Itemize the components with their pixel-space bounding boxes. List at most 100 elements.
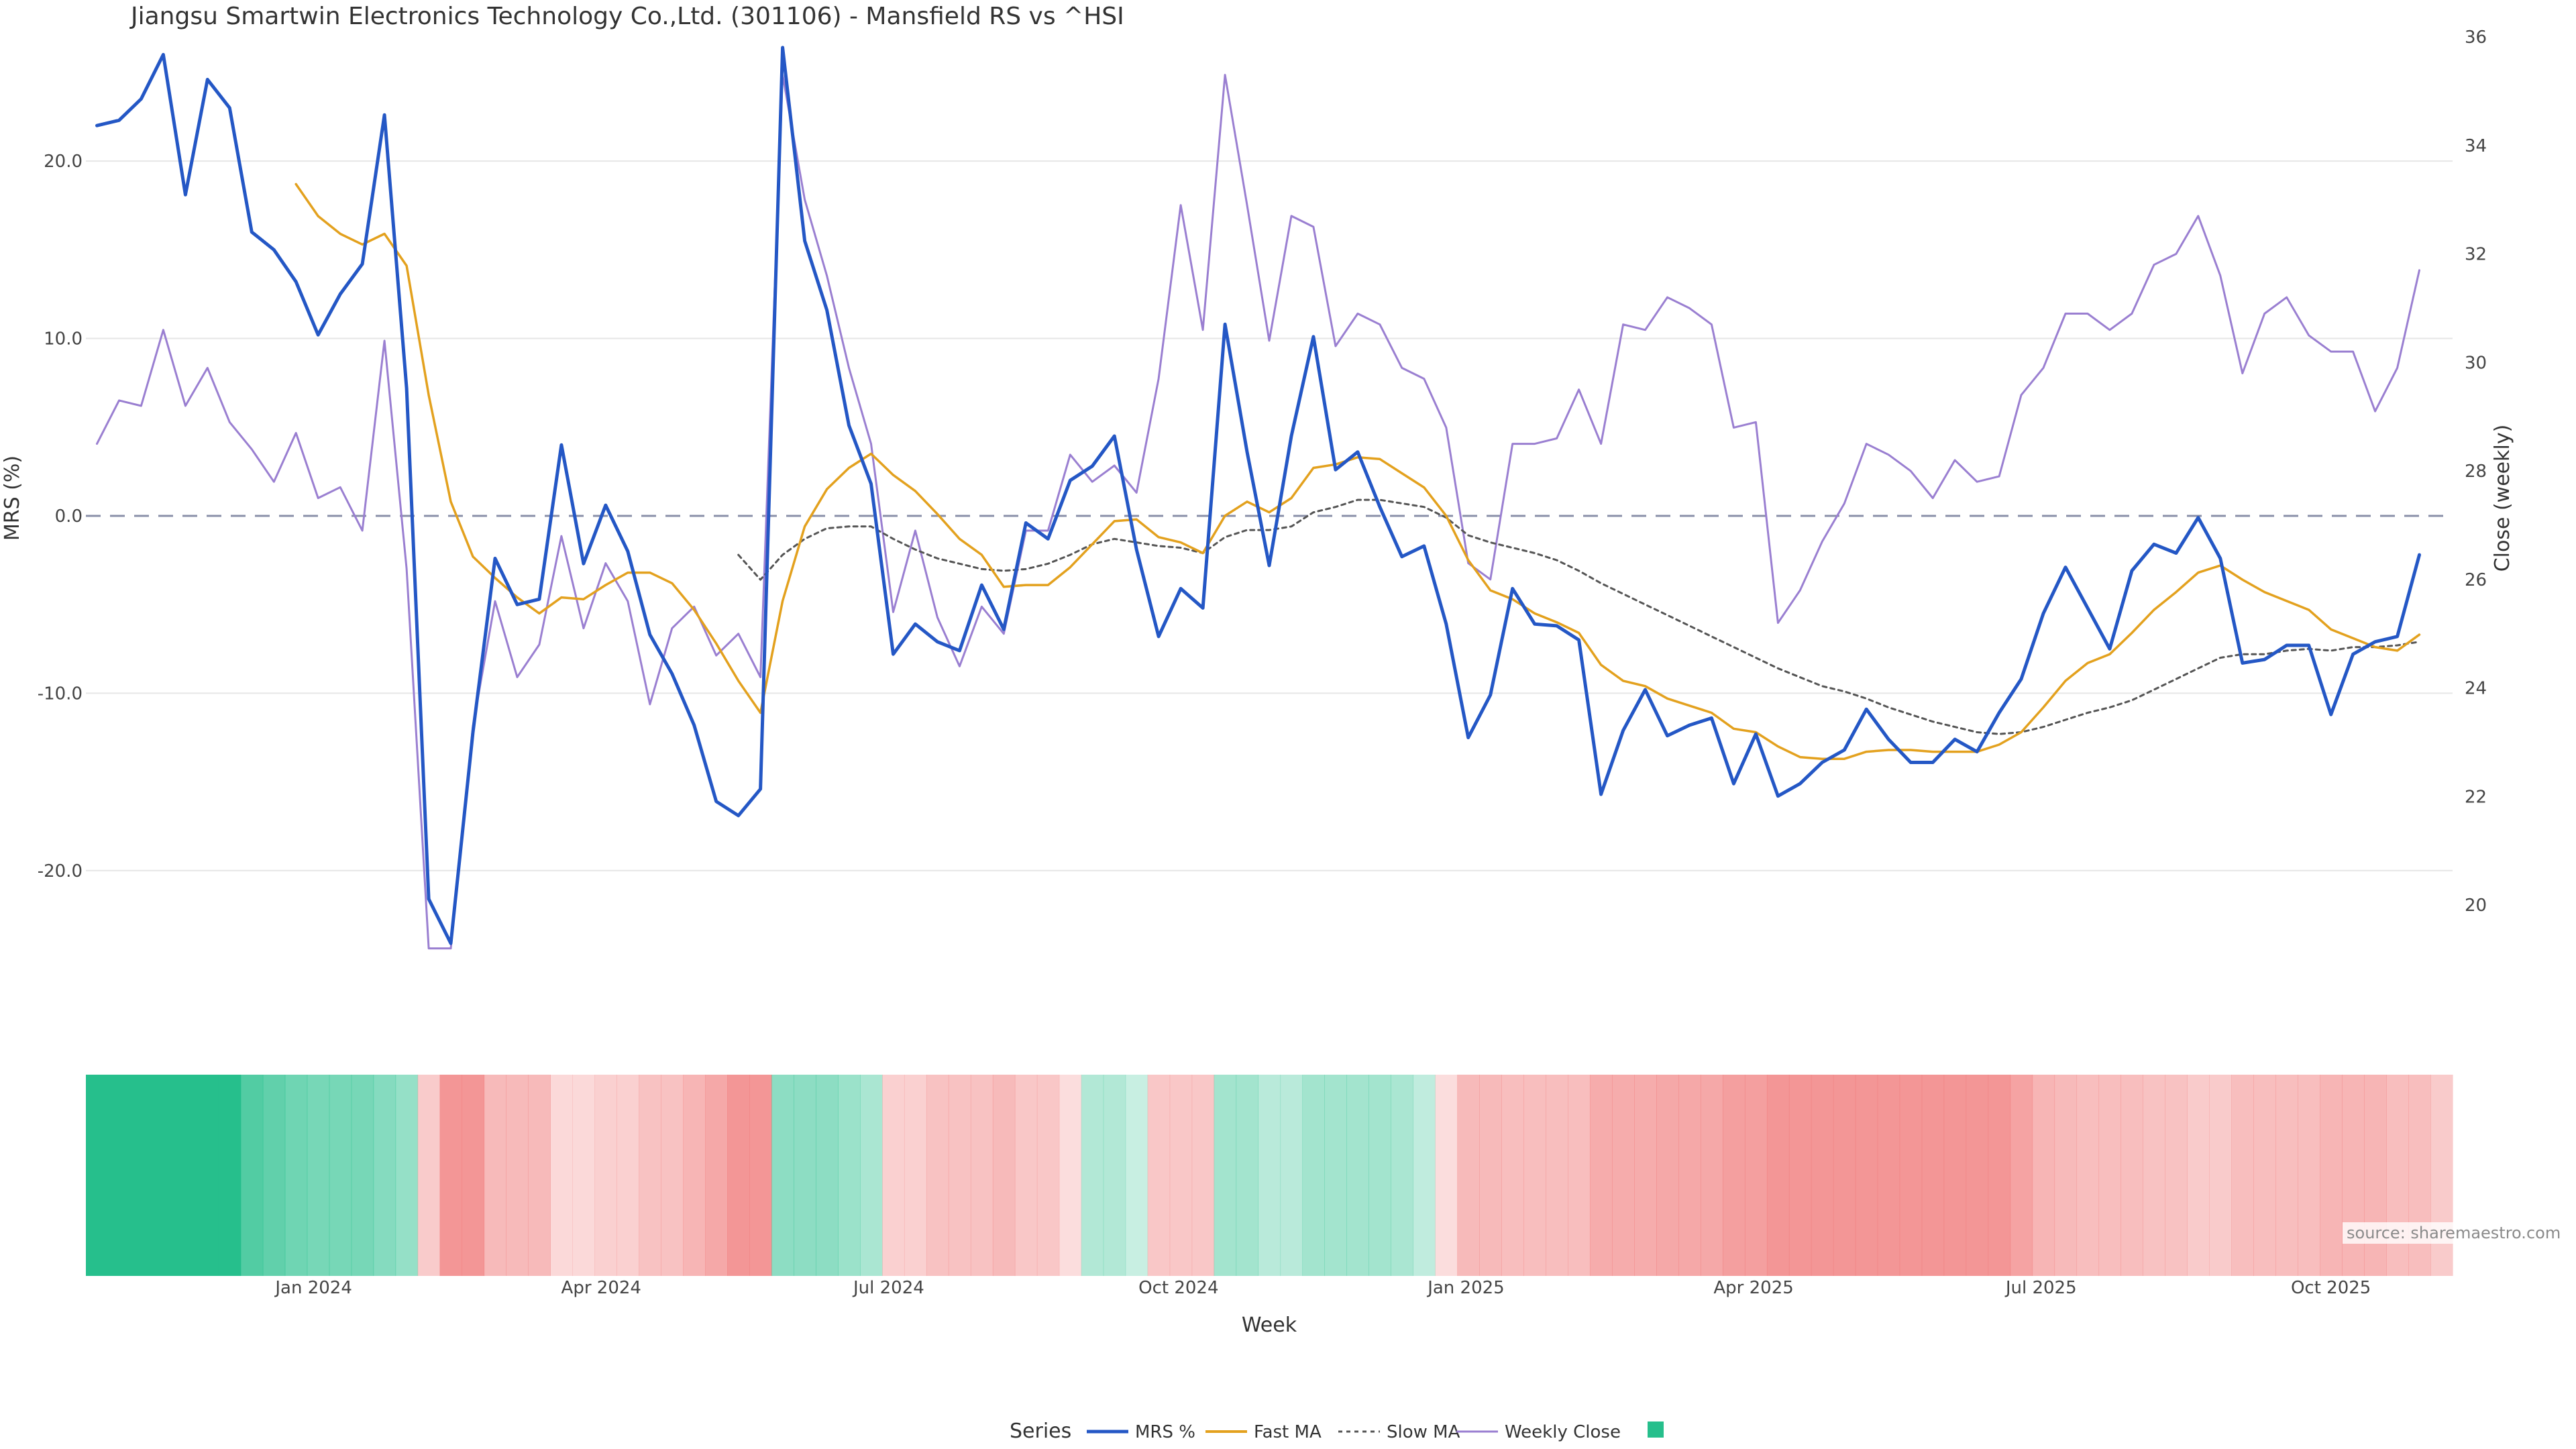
heatmap-cell xyxy=(1700,1075,1723,1276)
heatmap-cell xyxy=(926,1075,949,1276)
heatmap-cell xyxy=(174,1075,197,1276)
heatmap-cell xyxy=(838,1075,861,1276)
heatmap-cell xyxy=(2187,1075,2210,1276)
heatmap-cell xyxy=(2054,1075,2078,1276)
y-left-tick-label: -20.0 xyxy=(38,861,83,881)
heatmap-cell xyxy=(2076,1075,2100,1276)
y-left-tick-label: 10.0 xyxy=(44,329,83,350)
legend: Series MRS % Fast MA Slow MA Weekly Close xyxy=(1010,1419,1664,1443)
y-right-tick-label: 20 xyxy=(2465,896,2487,916)
heatmap-cell xyxy=(1966,1075,1989,1276)
heatmap-cell xyxy=(1302,1075,1326,1276)
series-lines xyxy=(95,46,2421,950)
legend-item-weekly-close-label: Weekly Close xyxy=(1505,1422,1621,1442)
heatmap-cell xyxy=(2121,1075,2143,1276)
chart-title: Jiangsu Smartwin Electronics Technology … xyxy=(131,3,1124,30)
heatmap-cell xyxy=(1568,1075,1591,1276)
heatmap-cell xyxy=(196,1075,219,1276)
heatmap-cell xyxy=(351,1075,374,1276)
heatmap-cell xyxy=(373,1075,396,1276)
heatmap-cell xyxy=(484,1075,507,1276)
heatmap-cell xyxy=(1501,1075,1524,1276)
heatmap-cell xyxy=(1722,1075,1746,1276)
x-tick-label: Oct 2024 xyxy=(1138,1278,1218,1298)
heatmap-cell xyxy=(1368,1075,1391,1276)
heatmap-cell xyxy=(1036,1075,1060,1276)
legend-item-fast-ma-label: Fast MA xyxy=(1254,1422,1322,1442)
heatmap-cell xyxy=(1169,1075,1193,1276)
y-right-tick-label: 32 xyxy=(2465,245,2487,265)
heatmap-cell xyxy=(1656,1075,1679,1276)
heatmap-cell xyxy=(594,1075,617,1276)
heatmap-cell xyxy=(528,1075,551,1276)
heatmap-cell xyxy=(1479,1075,1502,1276)
heatmap-cell xyxy=(1546,1075,1568,1276)
heatmap-cell xyxy=(705,1075,728,1276)
heatmap-cell xyxy=(970,1075,994,1276)
heatmap-cell xyxy=(1391,1075,1413,1276)
x-tick-label: Jan 2025 xyxy=(1426,1278,1505,1298)
heatmap-cell xyxy=(1988,1075,2011,1276)
heatmap-cell xyxy=(417,1075,441,1276)
heatmap-cell xyxy=(2165,1075,2188,1276)
y-right-tick-label: 24 xyxy=(2465,679,2487,699)
heatmap-cell xyxy=(816,1075,839,1276)
heatmap-cell xyxy=(2320,1075,2343,1276)
heatmap-cell xyxy=(1855,1075,1878,1276)
heatmap-cell xyxy=(2231,1075,2254,1276)
heatmap-cell xyxy=(2275,1075,2298,1276)
heatmap-cell xyxy=(550,1075,573,1276)
y-left-tick-label: 20.0 xyxy=(44,152,83,172)
y-left-tick-label: -10.0 xyxy=(38,684,83,704)
series-line-mrs xyxy=(95,46,2421,945)
legend-item-heat-swatch xyxy=(1648,1421,1664,1438)
heatmap-cell xyxy=(462,1075,485,1276)
y-right-tick-label: 22 xyxy=(2465,787,2487,807)
heatmap-cell xyxy=(2010,1075,2033,1276)
heatmap-cell xyxy=(1413,1075,1436,1276)
legend-title: Series xyxy=(1010,1419,1071,1443)
heatmap-cell xyxy=(1612,1075,1635,1276)
heatmap-cell xyxy=(1081,1075,1104,1276)
heatmap-cell xyxy=(1788,1075,1812,1276)
gridlines xyxy=(86,160,2453,871)
series-line-fast-ma xyxy=(294,182,2421,760)
heatmap-cell xyxy=(329,1075,352,1276)
heatmap-cell xyxy=(307,1075,330,1276)
heatmap-cell xyxy=(1280,1075,1303,1276)
heatmap-cell xyxy=(904,1075,927,1276)
heatmap-cell xyxy=(262,1075,286,1276)
legend-item-slow-ma-label: Slow MA xyxy=(1387,1422,1460,1442)
x-axis-label: Week xyxy=(1242,1313,1297,1337)
heatmap-cell xyxy=(572,1075,595,1276)
heatmap-cell xyxy=(683,1075,706,1276)
heatmap-cell xyxy=(1435,1075,1458,1276)
heatmap-cell xyxy=(1943,1075,1967,1276)
heatmap-cell xyxy=(661,1075,684,1276)
heatmap-cell xyxy=(2032,1075,2055,1276)
heatmap-cell xyxy=(506,1075,529,1276)
series-line-weekly-close xyxy=(96,74,2420,950)
y-right-axis-label: Close (weekly) xyxy=(2491,425,2514,572)
heatmap-cell xyxy=(2386,1075,2409,1276)
heatmap-cell xyxy=(86,1075,109,1276)
y-left-axis-label: MRS (%) xyxy=(1,455,24,541)
heatmap-cell xyxy=(2342,1075,2365,1276)
series-line-slow-ma xyxy=(737,498,2420,735)
heatmap-cell xyxy=(439,1075,463,1276)
heatmap-cell xyxy=(992,1075,1016,1276)
heatmap-cell xyxy=(1258,1075,1281,1276)
heatmap-cell xyxy=(1634,1075,1657,1276)
y-left-tick-label: 0.0 xyxy=(55,506,83,527)
heatmap-cell xyxy=(1214,1075,1237,1276)
heatmap-cell xyxy=(1523,1075,1546,1276)
heatmap-cell xyxy=(1014,1075,1038,1276)
x-tick-label: Oct 2025 xyxy=(2291,1278,2371,1298)
heatmap-cell xyxy=(1744,1075,1768,1276)
heatmap-cell xyxy=(129,1075,153,1276)
y-right-tick-label: 36 xyxy=(2465,28,2487,48)
heatmap-cell xyxy=(2209,1075,2232,1276)
heatmap-cell xyxy=(218,1075,241,1276)
x-tick-label: Jul 2025 xyxy=(2004,1278,2077,1298)
